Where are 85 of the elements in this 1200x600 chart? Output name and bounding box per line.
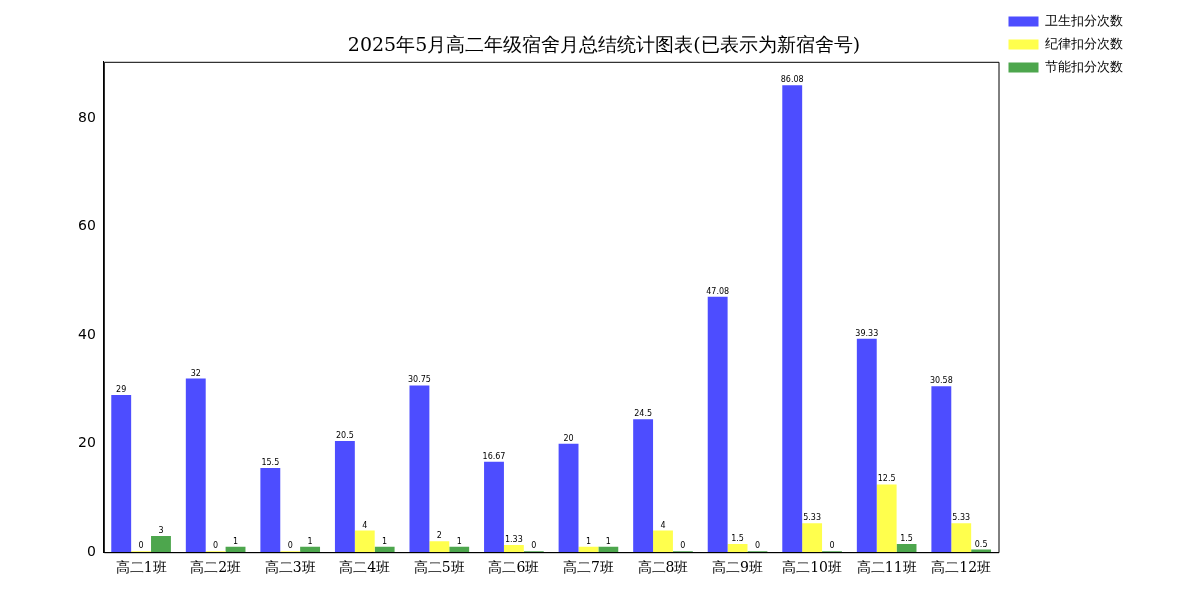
data-label: 32: [190, 368, 201, 378]
data-label: 1.33: [504, 535, 523, 545]
data-label: 2: [436, 531, 442, 541]
data-label: 15.5: [261, 458, 280, 468]
data-label: 5.33: [952, 513, 971, 523]
data-label: 12.5: [877, 474, 896, 484]
y-tick-label: 80: [77, 108, 96, 125]
bar: [449, 546, 470, 553]
bar: [374, 546, 395, 553]
bar: [334, 440, 355, 553]
legend-label: 卫生扣分次数: [1045, 12, 1123, 28]
data-label: 4: [660, 520, 666, 530]
data-label: 1: [605, 536, 611, 546]
x-tick-label: 高二12班: [931, 559, 992, 576]
data-label: 5.33: [803, 513, 822, 523]
data-label: 1: [382, 536, 388, 546]
data-label: 0: [287, 541, 293, 551]
chart-title: 2025年5月高二年级宿舍月总结统计图表(已表示为新宿舍号): [347, 33, 861, 56]
bar: [856, 338, 877, 553]
bar: [111, 394, 132, 553]
data-label: 39.33: [855, 328, 879, 338]
data-label: 30.75: [407, 375, 431, 385]
x-tick-label: 高二5班: [413, 559, 465, 576]
data-label: 86.08: [780, 75, 804, 85]
bar: [409, 385, 430, 553]
data-label: 0: [213, 541, 219, 551]
data-label: 29: [116, 384, 127, 394]
bar: [558, 443, 579, 553]
x-tick-label: 高二9班: [712, 559, 764, 576]
bar: [707, 296, 728, 553]
bar: [598, 546, 619, 553]
data-label: 0.5: [974, 539, 988, 549]
bar: [484, 461, 504, 553]
data-label: 1: [307, 536, 313, 546]
data-label: 0: [680, 541, 686, 551]
x-tick-label: 高二8班: [637, 559, 689, 576]
y-tick-label: 60: [77, 217, 96, 234]
data-label: 4: [362, 520, 368, 530]
data-label: 24.5: [634, 409, 653, 419]
x-tick-label: 高二3班: [264, 559, 316, 576]
bar: [931, 386, 952, 553]
data-label: 16.67: [482, 451, 506, 461]
data-label: 47.08: [706, 286, 730, 296]
bar: [151, 535, 171, 553]
bar: [185, 378, 206, 553]
x-tick-label: 高二11班: [856, 559, 917, 576]
data-label: 20: [563, 433, 574, 443]
bar: [802, 523, 823, 553]
bar: [633, 419, 654, 553]
bar: [429, 541, 450, 553]
bar: [503, 544, 524, 553]
data-label: 20.5: [335, 431, 354, 441]
bar: [782, 85, 803, 553]
x-tick-label: 高二4班: [339, 559, 391, 576]
data-label: 1.5: [900, 534, 913, 544]
y-tick-label: 0: [86, 542, 96, 559]
data-label: 0: [531, 541, 537, 551]
bar: [896, 544, 917, 553]
x-tick-label: 高二7班: [562, 559, 614, 576]
x-tick-label: 高二6班: [488, 559, 540, 576]
bar: [876, 484, 897, 553]
y-tick-label: 20: [77, 434, 96, 451]
data-label: 1.5: [731, 534, 744, 544]
bar: [971, 549, 992, 553]
legend-label: 纪律扣分次数: [1045, 35, 1123, 51]
data-label: 0: [754, 541, 760, 551]
bar: [578, 546, 599, 553]
bar: [354, 530, 375, 553]
data-label: 30.58: [929, 376, 953, 386]
data-label: 0: [829, 541, 835, 551]
bar: [653, 530, 673, 553]
data-label: 1: [232, 536, 239, 546]
legend-label: 节能扣分次数: [1045, 58, 1123, 74]
bar: [727, 544, 748, 553]
y-tick-label: 40: [77, 325, 96, 342]
data-label: 1: [456, 536, 462, 546]
x-tick-label: 高二1班: [115, 559, 167, 576]
bar: [300, 546, 321, 553]
data-label: 0: [138, 541, 144, 551]
x-tick-label: 高二10班: [782, 559, 843, 576]
bar: [260, 468, 281, 553]
bar: [951, 523, 972, 553]
data-label: 1: [585, 536, 591, 546]
data-label: 3: [158, 526, 164, 535]
x-tick-label: 高二2班: [190, 559, 242, 576]
